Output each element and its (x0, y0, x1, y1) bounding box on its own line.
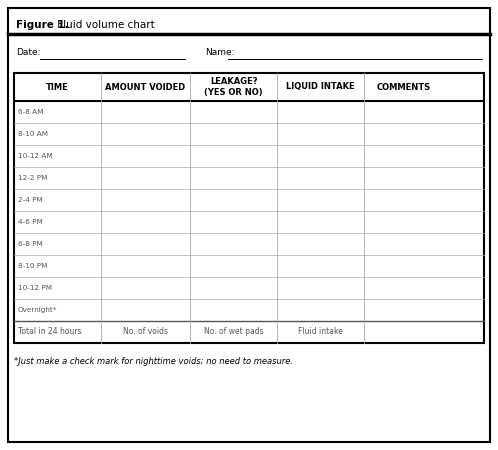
Text: Name:: Name: (205, 48, 235, 57)
Text: 4-6 PM: 4-6 PM (18, 219, 43, 225)
Text: 8-10 PM: 8-10 PM (18, 263, 47, 269)
Text: 10-12 AM: 10-12 AM (18, 153, 53, 159)
Text: AMOUNT VOIDED: AMOUNT VOIDED (106, 82, 186, 91)
Text: Date:: Date: (16, 48, 40, 57)
Text: Fluid intake: Fluid intake (298, 328, 343, 337)
Text: Fluid volume chart: Fluid volume chart (54, 20, 155, 30)
Text: 12-2 PM: 12-2 PM (18, 175, 47, 181)
Text: *Just make a check mark for nighttime voids; no need to measure.: *Just make a check mark for nighttime vo… (14, 357, 293, 366)
Text: 8-10 AM: 8-10 AM (18, 131, 48, 137)
Text: LEAKAGE?
(YES OR NO): LEAKAGE? (YES OR NO) (204, 77, 263, 97)
Text: COMMENTS: COMMENTS (377, 82, 431, 91)
Text: Figure 1.: Figure 1. (16, 20, 69, 30)
Text: No. of voids: No. of voids (123, 328, 168, 337)
Text: TIME: TIME (46, 82, 69, 91)
Text: No. of wet pads: No. of wet pads (204, 328, 263, 337)
Text: LIQUID INTAKE: LIQUID INTAKE (286, 82, 355, 91)
Text: 2-4 PM: 2-4 PM (18, 197, 43, 203)
Text: Overnight*: Overnight* (18, 307, 57, 313)
Text: 6-8 AM: 6-8 AM (18, 109, 43, 115)
Text: Total in 24 hours: Total in 24 hours (18, 328, 82, 337)
Bar (14, 73, 484, 343)
Text: 6-8 PM: 6-8 PM (18, 241, 43, 247)
Text: 10-12 PM: 10-12 PM (18, 285, 52, 291)
